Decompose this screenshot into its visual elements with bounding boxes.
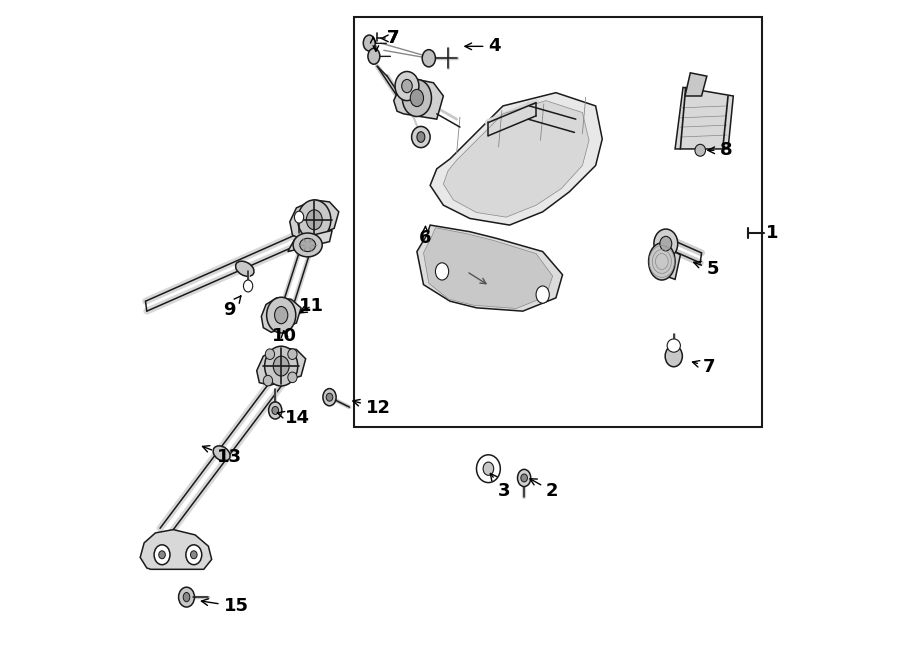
Ellipse shape	[436, 263, 449, 280]
Polygon shape	[685, 73, 706, 96]
Ellipse shape	[521, 474, 527, 482]
Ellipse shape	[402, 79, 431, 117]
Ellipse shape	[236, 261, 254, 276]
Ellipse shape	[178, 587, 194, 607]
Text: 6: 6	[418, 226, 431, 248]
Ellipse shape	[649, 243, 675, 280]
Polygon shape	[256, 348, 306, 385]
Ellipse shape	[274, 307, 288, 324]
Text: 1: 1	[767, 224, 778, 242]
Ellipse shape	[395, 71, 419, 101]
Ellipse shape	[274, 356, 289, 376]
Ellipse shape	[364, 35, 375, 51]
Ellipse shape	[184, 592, 190, 602]
Ellipse shape	[266, 349, 274, 359]
Text: 15: 15	[202, 597, 248, 616]
Polygon shape	[652, 245, 680, 279]
Text: 8: 8	[708, 141, 732, 160]
Polygon shape	[261, 298, 302, 332]
Ellipse shape	[483, 462, 494, 475]
Text: 13: 13	[202, 446, 242, 466]
Polygon shape	[140, 530, 212, 569]
Polygon shape	[393, 79, 444, 119]
Ellipse shape	[306, 210, 322, 230]
Text: 7: 7	[387, 29, 400, 48]
Ellipse shape	[536, 286, 549, 303]
Ellipse shape	[266, 297, 296, 333]
Ellipse shape	[323, 389, 336, 406]
Text: 10: 10	[272, 327, 297, 346]
Polygon shape	[444, 101, 589, 217]
Text: 7: 7	[692, 357, 716, 376]
Ellipse shape	[213, 446, 230, 461]
Ellipse shape	[191, 551, 197, 559]
Text: 12: 12	[353, 399, 391, 417]
Ellipse shape	[158, 551, 166, 559]
Text: 4: 4	[465, 37, 501, 56]
Ellipse shape	[294, 211, 303, 223]
Ellipse shape	[411, 126, 430, 148]
Polygon shape	[424, 228, 553, 308]
Text: 3: 3	[491, 473, 510, 500]
Polygon shape	[417, 225, 562, 311]
Text: 2: 2	[530, 479, 559, 500]
Ellipse shape	[272, 406, 278, 414]
Ellipse shape	[244, 280, 253, 292]
Ellipse shape	[293, 233, 322, 257]
Polygon shape	[430, 93, 602, 225]
Ellipse shape	[695, 144, 706, 156]
Ellipse shape	[300, 238, 316, 252]
Ellipse shape	[422, 50, 436, 67]
Text: 5: 5	[694, 260, 719, 279]
Text: 9: 9	[223, 296, 241, 319]
Ellipse shape	[326, 393, 333, 401]
Ellipse shape	[298, 200, 331, 240]
Ellipse shape	[654, 229, 678, 258]
Text: 14: 14	[277, 409, 310, 428]
Ellipse shape	[265, 346, 298, 386]
Ellipse shape	[268, 402, 282, 419]
Ellipse shape	[665, 346, 682, 367]
Polygon shape	[675, 87, 734, 149]
Ellipse shape	[368, 48, 380, 64]
Ellipse shape	[667, 339, 680, 352]
Ellipse shape	[288, 372, 297, 383]
Text: 11: 11	[299, 297, 324, 315]
Ellipse shape	[660, 236, 671, 251]
Ellipse shape	[518, 469, 531, 487]
Bar	[354, 17, 762, 427]
Polygon shape	[290, 200, 338, 240]
Ellipse shape	[264, 375, 273, 386]
Ellipse shape	[401, 79, 412, 93]
Ellipse shape	[154, 545, 170, 565]
Ellipse shape	[476, 455, 500, 483]
Ellipse shape	[288, 349, 297, 359]
Polygon shape	[288, 230, 332, 252]
Ellipse shape	[410, 89, 424, 107]
Text: 7: 7	[381, 29, 400, 48]
Ellipse shape	[417, 132, 425, 142]
Ellipse shape	[186, 545, 202, 565]
